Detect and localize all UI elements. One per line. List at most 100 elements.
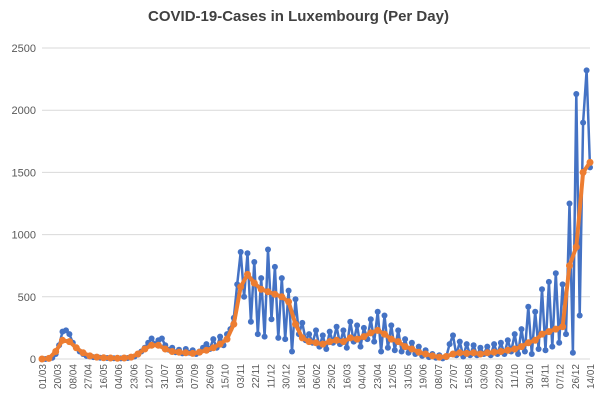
series-1-point: [374, 308, 381, 315]
series-2-point: [511, 345, 519, 353]
series-2-point: [189, 349, 197, 357]
series-1-point: [313, 327, 319, 334]
series-2-point: [566, 262, 573, 270]
series-2-point: [339, 338, 347, 346]
series-1-point: [521, 348, 528, 355]
series-2-point: [449, 350, 457, 358]
y-tick-label: 500: [18, 292, 36, 304]
series-2-point: [264, 288, 272, 296]
series-1-point: [525, 303, 532, 310]
series-2-point: [312, 339, 320, 347]
series-1-point: [268, 316, 275, 323]
series-2-point: [470, 349, 478, 357]
series-1-point: [306, 331, 313, 338]
x-tick-label: 27/07: [449, 364, 460, 389]
series-2-point: [52, 348, 60, 355]
series-1-point: [395, 327, 402, 334]
series-1-point: [278, 275, 285, 282]
series-1-point: [381, 312, 388, 319]
series-2-point: [435, 353, 443, 361]
series-1-point: [580, 119, 587, 126]
series-1-point: [237, 249, 244, 255]
series-2-point: [285, 298, 293, 306]
series-2-point: [476, 350, 484, 358]
x-tick-label: 27/04: [84, 364, 95, 389]
series-1-point: [559, 281, 566, 288]
series-2-point: [86, 352, 94, 360]
series-1-point: [343, 344, 350, 351]
x-tick-label: 04/06: [114, 364, 125, 389]
x-tick-label: 25/02: [327, 364, 338, 389]
series-2-point: [223, 335, 231, 343]
series-1-point: [354, 322, 361, 329]
series-1-point: [282, 336, 289, 343]
series-1-point: [388, 322, 395, 329]
series-1-point: [347, 318, 354, 325]
series-2-point: [387, 335, 395, 343]
series-2-point: [401, 343, 409, 351]
series-1: [39, 67, 593, 362]
series-1-point: [323, 346, 330, 352]
series-2-point: [586, 158, 594, 166]
series-1-point: [408, 339, 415, 346]
series-2-point: [531, 336, 539, 344]
series-2-point: [250, 279, 258, 287]
series-2-point: [518, 343, 525, 351]
series-2-point: [278, 293, 286, 301]
series-2-point: [504, 346, 512, 354]
x-tick-label: 20/03: [53, 364, 64, 389]
series-1-point: [289, 348, 295, 355]
series-2-point: [107, 354, 114, 362]
x-tick-label: 18/01: [297, 364, 308, 389]
x-tick-label: 12/07: [145, 364, 156, 389]
series-1-point: [265, 246, 271, 253]
x-tick-label: 03/11: [236, 364, 247, 389]
series-1-line: [42, 69, 592, 361]
series-2-point: [100, 354, 108, 362]
series-2-point: [93, 353, 101, 361]
series-2-point: [202, 346, 210, 354]
series-2-point: [579, 168, 587, 176]
x-tick-label: 08/07: [434, 364, 445, 389]
series-1-point: [497, 339, 504, 346]
series-2-point: [148, 341, 156, 349]
series-1-point: [539, 286, 545, 293]
x-tick-label: 31/07: [160, 364, 171, 389]
series-1-point: [515, 351, 522, 357]
series-2-point: [209, 344, 217, 352]
series-2-point: [45, 354, 53, 362]
series-1-point: [484, 343, 491, 350]
x-tick-label: 12/05: [388, 364, 399, 389]
series-2-point: [408, 345, 416, 353]
series-1-point: [285, 287, 292, 294]
series-2-point: [79, 349, 87, 357]
series-2-point: [326, 338, 334, 346]
series-1-point: [360, 324, 367, 331]
series-2-point: [428, 352, 436, 360]
gridlines: [42, 47, 590, 360]
series-1-point: [391, 347, 398, 354]
series-1-point: [470, 342, 477, 349]
series-1-point: [357, 343, 364, 350]
series-1-point: [576, 312, 583, 319]
series-1-point: [210, 336, 217, 343]
x-tick-label: 01/03: [38, 364, 49, 389]
series-2-point: [346, 334, 354, 342]
series-1-point: [549, 343, 556, 350]
y-tick-label: 1500: [12, 167, 36, 179]
series-1-point: [504, 337, 511, 344]
series-1-point: [319, 332, 326, 339]
series-2-point: [394, 338, 402, 346]
x-tick-label: 30/12: [282, 364, 293, 389]
y-tick-label: 1000: [12, 230, 36, 242]
series-2-point: [292, 320, 299, 328]
series-2-point: [38, 355, 46, 363]
series-1-point: [378, 348, 385, 355]
series-2-point: [442, 353, 450, 360]
x-tick-label: 22/09: [495, 364, 506, 389]
series-1-point: [569, 349, 576, 356]
series-2-point: [422, 350, 430, 358]
series-1-point: [563, 331, 569, 338]
series-2-point: [559, 323, 567, 331]
